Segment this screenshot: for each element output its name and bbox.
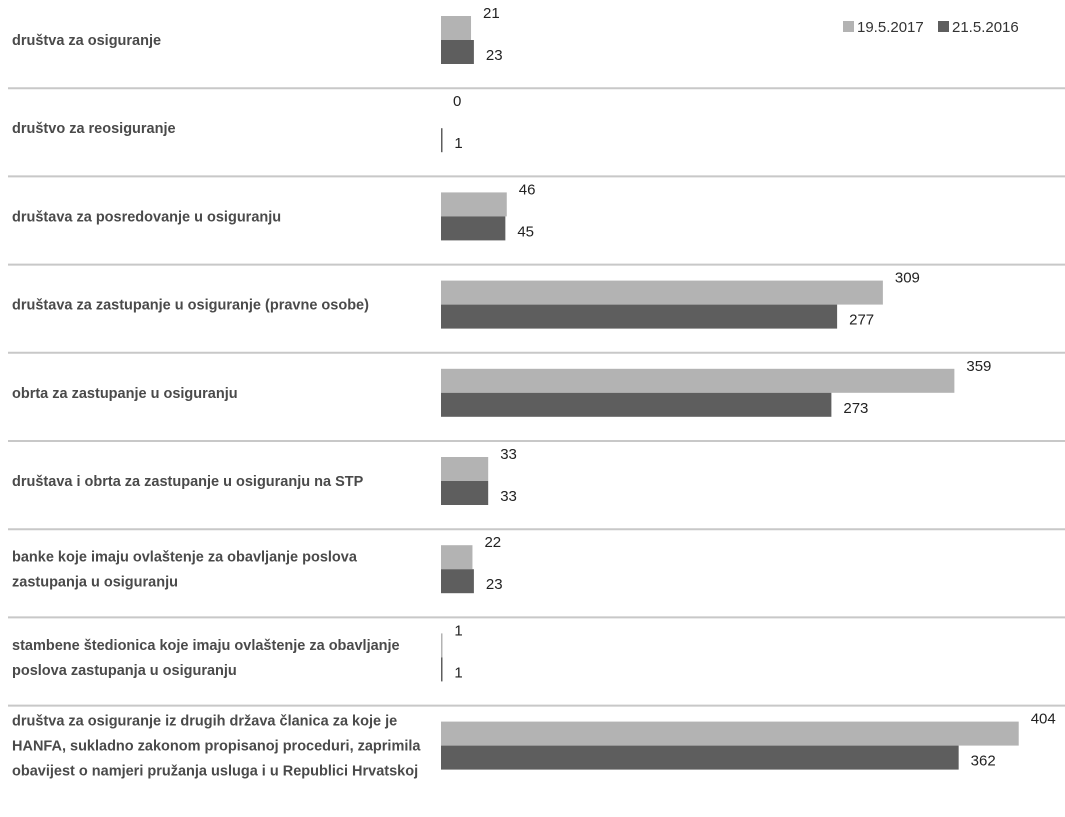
value-label: 0 [453, 93, 461, 110]
legend-label: 19.5.2017 [857, 19, 924, 36]
category-label-line: HANFA, sukladno zakonom propisanoj proce… [12, 739, 421, 755]
category-label-line: društvo za reosiguranje [12, 121, 176, 137]
category-label: stambene štedionica koje imaju ovlaštenj… [12, 638, 400, 679]
value-labels: 21 23 0 1 46 45 309 277 359 273 33 33 22 23 1 1 404 362 [453, 5, 1056, 770]
legend-swatch [843, 21, 854, 32]
value-label: 22 [484, 534, 501, 551]
bar-19.5.2017 [441, 280, 883, 305]
value-label: 359 [966, 358, 991, 375]
legend-label: 21.5.2016 [952, 19, 1019, 36]
category-label-line: banke koje imaju ovlaštenje za obavljanj… [12, 550, 358, 566]
bar-21.5.2016 [441, 392, 832, 417]
bar-21.5.2016 [441, 657, 443, 682]
bar-21.5.2016 [441, 216, 506, 241]
value-label: 277 [849, 312, 874, 329]
value-label: 33 [500, 446, 517, 463]
category-label: društava za zastupanje u osiguranje (pra… [12, 298, 369, 314]
value-label: 33 [500, 488, 517, 505]
category-label: banke koje imaju ovlaštenje za obavljanj… [12, 550, 358, 591]
legend-swatch [938, 21, 949, 32]
bar-21.5.2016 [441, 40, 474, 64]
category-label-line: društava i obrta za zastupanje u osigura… [12, 474, 364, 490]
bar-21.5.2016 [441, 569, 474, 594]
value-label: 404 [1031, 711, 1056, 728]
category-label: društva za osiguranje [12, 33, 161, 49]
value-label: 45 [517, 223, 534, 240]
value-label: 23 [486, 47, 503, 64]
category-labels: društva za osiguranje društvo za reosigur… [12, 33, 421, 780]
value-label: 309 [895, 270, 920, 287]
category-label-line: društava za zastupanje u osiguranje (pra… [12, 298, 369, 314]
category-label: društava i obrta za zastupanje u osigura… [12, 474, 364, 490]
bar-19.5.2017 [441, 192, 507, 217]
category-label-line: obavijest o namjeri pružanja usluga i u … [12, 764, 418, 780]
bar-21.5.2016 [441, 304, 838, 329]
category-label: društva za osiguranje iz drugih država č… [12, 714, 421, 780]
value-label: 1 [454, 622, 462, 639]
value-label: 21 [483, 5, 500, 22]
bar-19.5.2017 [441, 16, 472, 40]
legend: 19.5.2017 21.5.2016 [843, 19, 1019, 36]
category-label-line: društva za osiguranje [12, 33, 161, 49]
category-label-line: obrta za zastupanje u osiguranju [12, 386, 238, 402]
value-label: 23 [486, 576, 503, 593]
category-label-line: društva za osiguranje iz drugih država č… [12, 714, 397, 730]
category-label: društava za posredovanje u osiguranju [12, 209, 281, 225]
bar-19.5.2017 [441, 633, 443, 658]
value-label: 362 [971, 753, 996, 770]
value-label: 273 [843, 400, 868, 417]
value-label: 46 [519, 181, 536, 198]
bar-21.5.2016 [441, 745, 959, 770]
category-label-line: društava za posredovanje u osiguranju [12, 209, 281, 225]
value-label: 1 [454, 664, 462, 681]
value-label: 1 [454, 135, 462, 152]
category-label: obrta za zastupanje u osiguranju [12, 386, 238, 402]
category-label-line: stambene štedionica koje imaju ovlaštenj… [12, 638, 400, 654]
row-separators [8, 87, 1065, 707]
bar-19.5.2017 [441, 457, 489, 481]
bars [441, 16, 1019, 770]
bar-19.5.2017 [441, 545, 473, 570]
bar-21.5.2016 [441, 128, 443, 153]
bar-21.5.2016 [441, 481, 489, 505]
bar-19.5.2017 [441, 721, 1019, 746]
bar-19.5.2017 [441, 368, 955, 393]
category-label-line: zastupanja u osiguranju [12, 575, 178, 591]
category-label: društvo za reosiguranje [12, 121, 176, 137]
category-label-line: poslova zastupanja u osiguranju [12, 663, 237, 679]
